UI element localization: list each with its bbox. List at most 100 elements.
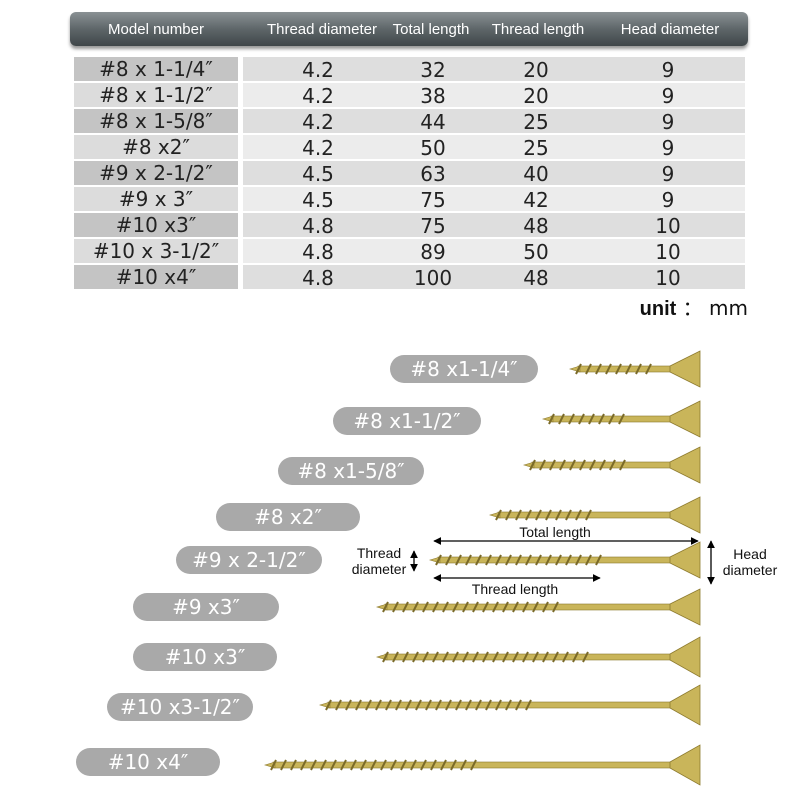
- cell-value: 9: [661, 58, 675, 82]
- cell-value: 75: [420, 188, 446, 212]
- row-values: 4.2 44 25 9: [243, 109, 745, 134]
- table-row: #8 x 1-1/2″ 4.2 38 20 9: [74, 83, 745, 108]
- cell-value: 9: [661, 188, 675, 212]
- screw: [263, 744, 701, 786]
- row-values: 4.8 100 48 10: [243, 265, 745, 290]
- cell-value: 9: [661, 84, 675, 108]
- cell-value: 10: [655, 266, 681, 290]
- model-label-pill: #10 x3″: [133, 643, 277, 671]
- table-row: #9 x 2-1/2″ 4.5 63 40 9: [74, 161, 745, 186]
- thread-diameter-label: Thread diameter: [351, 545, 407, 577]
- cell-model: #10 x4″: [74, 265, 238, 289]
- model-label-pill: #9 x3″: [133, 593, 279, 621]
- row-values: 4.5 75 42 9: [243, 187, 745, 212]
- screw-shaft: [437, 556, 689, 564]
- model-label-pill: #10 x4″: [76, 748, 220, 776]
- cell-value: 9: [661, 136, 675, 160]
- cell-model: #9 x 3″: [74, 187, 238, 211]
- cell-value: 63: [420, 162, 446, 186]
- row-values: 4.8 89 50 10: [243, 239, 745, 264]
- cell-value: 44: [420, 110, 446, 134]
- screw-head: [669, 496, 701, 534]
- screw: [375, 636, 701, 678]
- cell-value: 89: [420, 240, 446, 264]
- unit-note: unit ： mm: [639, 296, 748, 320]
- cell-value: 9: [661, 162, 675, 186]
- screw: [428, 541, 701, 579]
- cell-value: 10: [655, 240, 681, 264]
- total-length-label: Total length: [519, 524, 591, 540]
- screw-thread: [382, 601, 559, 613]
- cell-value: 20: [523, 84, 549, 108]
- row-values: 4.8 75 48 10: [243, 213, 745, 238]
- screw: [375, 588, 701, 626]
- cell-model: #8 x 1-5/8″: [74, 109, 238, 133]
- table-row: #9 x 3″ 4.5 75 42 9: [74, 187, 745, 212]
- table-row: #10 x 3-1/2″ 4.8 89 50 10: [74, 239, 745, 264]
- screw: [318, 684, 701, 726]
- screw-head: [669, 636, 701, 678]
- row-values: 4.5 63 40 9: [243, 161, 745, 186]
- screw-thread: [325, 699, 532, 711]
- cell-value: 25: [523, 110, 549, 134]
- screw-thread: [382, 651, 589, 663]
- model-label-pill: #10 x3-1/2″: [107, 693, 253, 721]
- screw: [568, 350, 701, 388]
- row-values: 4.2 50 25 9: [243, 135, 745, 160]
- cell-value: 4.2: [302, 136, 334, 160]
- cell-value: 100: [413, 266, 453, 290]
- cell-value: 75: [420, 214, 446, 238]
- screw-head: [669, 684, 701, 726]
- cell-value: 4.2: [302, 110, 334, 134]
- row-values: 4.2 38 20 9: [243, 83, 745, 108]
- screw-head: [669, 541, 701, 579]
- cell-model: #8 x 1-1/4″: [74, 57, 238, 81]
- table-row: #8 x 1-5/8″ 4.2 44 25 9: [74, 109, 745, 134]
- model-label-pill: #8 x1-1/2″: [333, 407, 481, 435]
- screw-thread: [548, 413, 625, 425]
- screw-thread: [270, 759, 477, 771]
- cell-value: 40: [523, 162, 549, 186]
- cell-value: 4.2: [302, 84, 334, 108]
- screw-thread: [529, 459, 626, 471]
- cell-value: 38: [420, 84, 446, 108]
- cell-value: 50: [420, 136, 446, 160]
- cell-value: 42: [523, 188, 549, 212]
- screw-head: [669, 744, 701, 786]
- model-label-pill: #8 x1-1/4″: [390, 355, 538, 383]
- cell-value: 32: [420, 58, 446, 82]
- cell-value: 4.8: [302, 266, 334, 290]
- model-label-pill: #8 x1-5/8″: [278, 457, 424, 485]
- header-model-number: Model number: [108, 21, 204, 38]
- header-thread-diameter: Thread diameter: [266, 21, 378, 38]
- screw-head: [669, 350, 701, 388]
- table-header: Model number Thread diameter Total lengt…: [70, 12, 748, 46]
- screw-head: [669, 446, 701, 484]
- cell-value: 4.2: [302, 58, 334, 82]
- header-thread-length: Thread length: [491, 21, 585, 38]
- cell-value: 4.5: [302, 188, 334, 212]
- cell-value: 25: [523, 136, 549, 160]
- cell-model: #10 x 3-1/2″: [74, 239, 238, 263]
- cell-value: 50: [523, 240, 549, 264]
- thread-length-label: Thread length: [471, 581, 559, 597]
- row-values: 4.2 32 20 9: [243, 57, 745, 82]
- cell-model: #9 x 2-1/2″: [74, 161, 238, 185]
- cell-value: 4.5: [302, 162, 334, 186]
- model-label-pill: #8 x2″: [216, 503, 360, 531]
- cell-value: 48: [523, 214, 549, 238]
- screw-shaft: [531, 461, 689, 469]
- head-diameter-label: Head diameter: [722, 546, 778, 578]
- screw-head: [669, 400, 701, 438]
- screw-thread: [575, 363, 652, 375]
- screw-thread: [495, 509, 592, 521]
- cell-model: #8 x2″: [74, 135, 238, 159]
- table-row: #8 x2″ 4.2 50 25 9: [74, 135, 745, 160]
- header-total-length: Total length: [392, 21, 470, 38]
- table-row: #10 x3″ 4.8 75 48 10: [74, 213, 745, 238]
- table-row: #8 x 1-1/4″ 4.2 32 20 9: [74, 57, 745, 82]
- screw: [488, 496, 701, 534]
- cell-model: #8 x 1-1/2″: [74, 83, 238, 107]
- cell-value: 48: [523, 266, 549, 290]
- cell-value: 4.8: [302, 240, 334, 264]
